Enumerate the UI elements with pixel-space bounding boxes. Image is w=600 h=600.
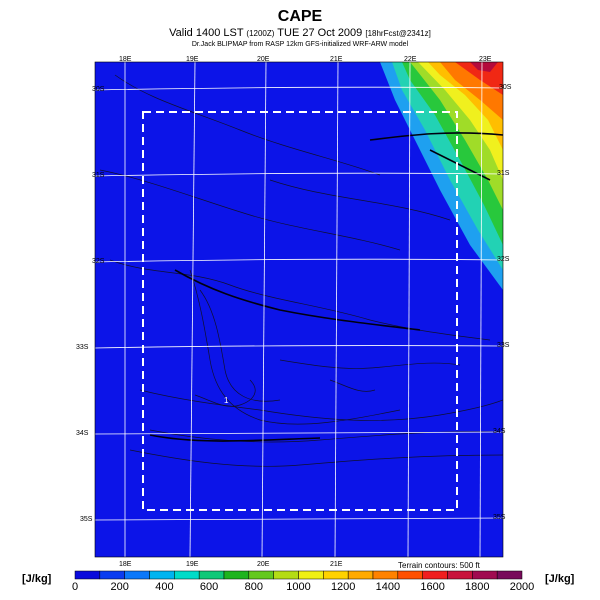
lat-label-left-34s: 34S <box>76 430 89 437</box>
colorbar-swatch <box>397 570 423 580</box>
colorbar-swatch <box>273 570 299 580</box>
terrain-contours-note: Terrain contours: 500 ft <box>398 561 480 570</box>
lat-label-right-34s: 34S <box>493 428 506 435</box>
chart-title: CAPE <box>277 8 323 25</box>
colorbar-swatch <box>298 570 324 580</box>
lon-label-top-18e: 18E <box>119 56 132 63</box>
map-frame <box>94 61 504 558</box>
valid-time: Valid 1400 LST (1200Z) TUE 27 Oct 2009 [… <box>169 27 431 39</box>
units-left: [J/kg] <box>22 573 52 585</box>
colorbar-tick-label: 0 <box>71 581 79 593</box>
colorbar-tick-label: 1800 <box>465 581 490 593</box>
colorbar <box>74 570 523 580</box>
colorbar-swatch <box>372 570 399 580</box>
colorbar-tick-label: 400 <box>155 581 174 593</box>
colorbar-swatch <box>248 570 274 580</box>
colorbar-tick-label: 1200 <box>330 581 356 593</box>
lon-label-top-23e: 23E <box>479 56 492 63</box>
lon-label-top-21e: 21E <box>330 56 343 63</box>
colorbar-swatch <box>447 570 473 580</box>
lat-label-left-33s: 33S <box>76 344 89 351</box>
colorbar-tick-label: 600 <box>199 581 219 593</box>
cape-band-9 <box>470 62 498 72</box>
model-credit: Dr.Jack BLIPMAP from RASP 12km GFS-initi… <box>191 41 409 48</box>
thick-contours <box>149 132 503 442</box>
colorbar-swatch <box>496 570 523 580</box>
colorbar-tick-label: 800 <box>244 581 263 593</box>
lat-label-right-33s: 33S <box>497 342 510 349</box>
lon-label-bottom-21e: 21E <box>330 561 343 568</box>
colorbar-tick-label: 1400 <box>375 581 401 593</box>
lat-label-left-35s: 35S <box>80 516 93 523</box>
terrain-contours <box>99 74 503 467</box>
colorbar-swatch <box>472 570 498 580</box>
lat-label-right-30s: 30S <box>499 84 512 91</box>
colorbar-swatch <box>74 570 101 580</box>
colorbar-tick-label: 1600 <box>420 581 445 593</box>
colorbar-swatch <box>149 570 175 580</box>
lat-label-right-35s: 35S <box>493 514 506 521</box>
colorbar-swatch <box>347 570 374 580</box>
point-marker-label: 1 <box>224 396 229 405</box>
lon-label-top-19e: 19E <box>186 56 199 63</box>
lon-label-bottom-18e: 18E <box>119 561 132 568</box>
colorbar-swatch <box>124 570 150 580</box>
colorbar-tick-label: 2000 <box>509 581 535 593</box>
colorbar-tick-label: 200 <box>110 581 129 593</box>
colorbar-swatch <box>223 570 250 580</box>
lat-label-left-31s: 31S <box>92 172 105 179</box>
latlon-grid <box>95 62 503 557</box>
lon-label-top-20e: 20E <box>257 56 270 63</box>
colorbar-swatch <box>99 570 125 580</box>
lat-label-left-30s: 30S <box>92 86 105 93</box>
inner-domain-box <box>142 111 458 511</box>
lat-label-left-32s: 32S <box>92 258 105 265</box>
lon-label-bottom-19e: 19E <box>186 561 199 568</box>
lon-label-top-22e: 22E <box>404 56 417 63</box>
colorbar-swatch <box>323 570 349 580</box>
units-right: [J/kg] <box>545 573 575 585</box>
colorbar-swatch <box>174 570 200 580</box>
colorbar-tick-label: 1000 <box>286 581 311 593</box>
colorbar-swatch <box>422 570 448 580</box>
lat-label-right-32s: 32S <box>497 256 510 263</box>
lat-label-right-31s: 31S <box>497 170 510 177</box>
colorbar-swatch <box>198 570 225 580</box>
lon-label-bottom-20e: 20E <box>257 561 270 568</box>
